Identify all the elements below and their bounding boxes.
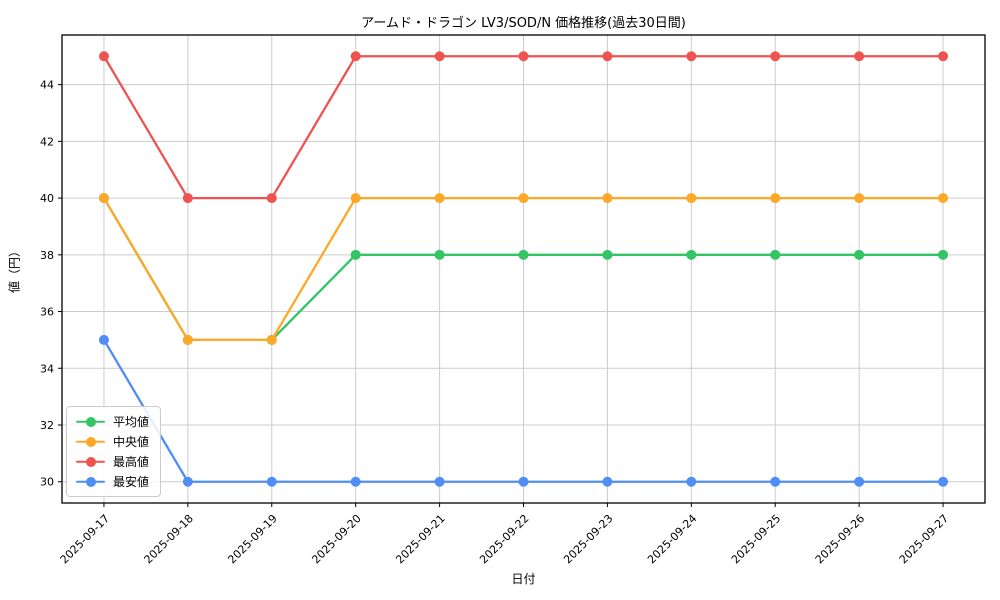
- legend-label-average: 平均値: [113, 415, 150, 429]
- series-marker-max: [854, 51, 865, 62]
- series-marker-median: [350, 193, 361, 204]
- series-marker-max: [98, 51, 109, 62]
- series-marker-average: [350, 249, 361, 260]
- series-marker-median: [770, 193, 781, 204]
- series-marker-average: [434, 249, 445, 260]
- series-marker-max: [434, 51, 445, 62]
- series-marker-max: [266, 193, 277, 204]
- series-marker-median: [854, 193, 865, 204]
- legend-label-min: 最安値: [113, 475, 150, 489]
- series-marker-min: [266, 476, 277, 487]
- series-marker-min: [434, 476, 445, 487]
- series-marker-min: [770, 476, 781, 487]
- legend-item-min: 最安値: [76, 474, 149, 489]
- series-marker-median: [98, 193, 109, 204]
- series-marker-max: [350, 51, 361, 62]
- x-tick-label: 2025-09-27: [897, 512, 951, 566]
- series-marker-median: [266, 334, 277, 345]
- series-marker-max: [938, 51, 949, 62]
- series-marker-average: [686, 249, 697, 260]
- y-tick-label: 40: [40, 192, 54, 205]
- x-tick-label: 2025-09-25: [729, 512, 783, 566]
- series-marker-max: [182, 193, 193, 204]
- legend-item-max: 最高値: [76, 454, 149, 469]
- series-marker-average: [854, 249, 865, 260]
- x-tick-label: 2025-09-24: [645, 512, 699, 566]
- legend: 平均値中央値最高値最安値: [66, 406, 162, 497]
- series-marker-min: [602, 476, 613, 487]
- series-marker-average: [602, 249, 613, 260]
- series-marker-min: [854, 476, 865, 487]
- series-marker-median: [434, 193, 445, 204]
- series-marker-min: [350, 476, 361, 487]
- legend-swatch-min: [76, 476, 105, 487]
- y-tick-label: 44: [40, 79, 54, 92]
- plot-frame: [61, 34, 986, 504]
- legend-swatch-max: [76, 456, 105, 467]
- series-marker-min: [686, 476, 697, 487]
- legend-swatch-average: [76, 416, 105, 427]
- series-marker-average: [518, 249, 529, 260]
- x-tick-label: 2025-09-18: [142, 512, 196, 566]
- series-marker-min: [518, 476, 529, 487]
- x-tick-label: 2025-09-22: [477, 512, 531, 566]
- chart-title: アームド・ドラゴン LV3/SOD/N 価格推移(過去30日間): [361, 16, 686, 31]
- series-marker-average: [770, 249, 781, 260]
- series-marker-min: [182, 476, 193, 487]
- x-axis-label: 日付: [511, 572, 536, 586]
- x-tick-label: 2025-09-20: [309, 512, 363, 566]
- series-marker-max: [602, 51, 613, 62]
- series-marker-median: [182, 334, 193, 345]
- x-tick-label: 2025-09-21: [393, 512, 447, 566]
- x-tick-label: 2025-09-23: [561, 512, 615, 566]
- x-tick-label: 2025-09-26: [813, 512, 867, 566]
- legend-swatch-median: [76, 436, 105, 447]
- legend-item-median: 中央値: [76, 434, 149, 449]
- legend-item-average: 平均値: [76, 414, 149, 429]
- series-marker-average: [938, 249, 949, 260]
- y-tick-label: 42: [40, 135, 54, 148]
- y-tick-label: 34: [40, 362, 54, 375]
- series-marker-min: [938, 476, 949, 487]
- y-tick-label: 38: [40, 249, 54, 262]
- y-tick-label: 32: [40, 419, 54, 432]
- x-tick-label: 2025-09-17: [58, 512, 112, 566]
- series-marker-max: [770, 51, 781, 62]
- series-marker-min: [98, 334, 109, 345]
- series-marker-median: [686, 193, 697, 204]
- x-tick-label: 2025-09-19: [225, 512, 279, 566]
- series-marker-max: [518, 51, 529, 62]
- legend-label-max: 最高値: [113, 455, 150, 469]
- y-axis-label: 値（円）: [7, 244, 22, 294]
- y-tick-label: 36: [40, 306, 54, 319]
- series-marker-median: [938, 193, 949, 204]
- series-marker-median: [602, 193, 613, 204]
- series-marker-max: [686, 51, 697, 62]
- series-marker-median: [518, 193, 529, 204]
- legend-label-median: 中央値: [113, 435, 150, 449]
- y-tick-label: 30: [40, 476, 54, 489]
